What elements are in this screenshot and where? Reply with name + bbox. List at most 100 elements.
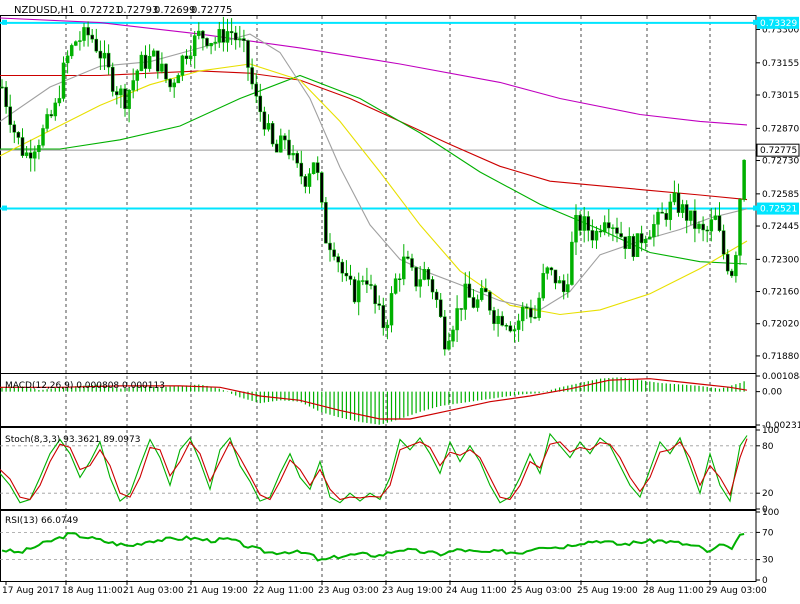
moving-average-line — [0, 70, 748, 201]
candle-body — [160, 63, 164, 72]
candle-body — [545, 267, 550, 274]
current-price-tag — [756, 143, 800, 157]
candle-body — [623, 236, 627, 249]
panel-frame-macd — [0, 373, 757, 427]
candle-body — [172, 82, 176, 88]
rsi-y-tick-label: 0 — [762, 576, 768, 586]
candle-body — [16, 132, 21, 138]
candle-body — [500, 315, 504, 326]
candle-body — [689, 210, 693, 221]
panel-frame-stoch — [0, 427, 757, 511]
level-marker — [2, 19, 7, 25]
level-marker — [2, 205, 7, 211]
candle-body — [156, 50, 160, 72]
candle-body — [721, 230, 726, 255]
candle-body — [283, 135, 287, 141]
candle-body — [365, 280, 369, 285]
candle-body — [332, 249, 336, 257]
candle-body — [520, 306, 525, 322]
stoch-y-tick-label: 0 — [762, 505, 768, 515]
candle-body — [381, 305, 386, 329]
candle-body — [279, 135, 283, 153]
candle-body — [299, 162, 304, 177]
macd-panel: 0.001084 0.00 -0.002313 — [0, 372, 800, 431]
candle-body — [266, 123, 271, 130]
price-y-tick-label: 0.72020 — [762, 320, 799, 330]
candle-body — [643, 238, 648, 244]
x-tick-label: 25 Aug 03:00 — [511, 586, 572, 596]
stoch-y-tick-label: 80 — [762, 442, 774, 452]
candle-body — [135, 70, 140, 81]
candle-body — [258, 95, 263, 113]
candle-body — [348, 275, 353, 280]
candle-body — [184, 55, 189, 59]
candle-body — [508, 325, 513, 332]
level-marker — [753, 205, 758, 211]
candle-body — [377, 303, 381, 306]
level-price-tag-label: 0.73329 — [760, 19, 797, 29]
candle-body — [586, 216, 591, 231]
candle-body — [311, 162, 316, 174]
candle-body — [443, 316, 447, 350]
candle-body — [164, 63, 168, 80]
candle-body — [119, 88, 123, 96]
candle-body — [24, 152, 29, 156]
candle-body — [713, 215, 718, 220]
candle-body — [422, 269, 427, 280]
candle-body — [504, 325, 509, 327]
candle-body — [270, 123, 275, 145]
stoch-y-tick-label: 20 — [762, 489, 774, 499]
candle-body — [201, 30, 205, 39]
candle-body — [648, 236, 652, 240]
candle-body — [570, 241, 574, 285]
candle-body — [680, 204, 685, 213]
candle-body — [549, 267, 554, 271]
macd-y-tick-label: 0.001084 — [762, 372, 800, 382]
candle-body — [8, 106, 12, 125]
candle-body — [33, 151, 37, 159]
candle-body — [627, 236, 632, 249]
candle-body — [684, 204, 689, 221]
candle-body — [229, 31, 234, 34]
price-y-tick-label: 0.72730 — [762, 157, 799, 167]
candle-body — [701, 223, 705, 231]
candle-body — [602, 222, 607, 233]
candle-body — [484, 288, 488, 293]
candle-body — [12, 124, 17, 133]
macd-y-tick-label: -0.002313 — [762, 421, 800, 431]
candle-body — [438, 299, 443, 317]
candle-body — [4, 86, 8, 108]
candle-body — [61, 62, 66, 99]
candle-body — [254, 83, 258, 97]
candle-body — [430, 279, 435, 293]
x-tick-label: 24 Aug 11:00 — [446, 586, 507, 596]
x-tick-label: 21 Aug 19:00 — [187, 586, 248, 596]
candle-body — [557, 280, 562, 284]
candle-body — [385, 324, 390, 329]
candle-body — [578, 214, 582, 231]
candle-body — [110, 66, 115, 92]
candle-body — [369, 284, 373, 286]
candle-body — [274, 143, 279, 153]
candle-body — [455, 308, 459, 331]
candle-body — [598, 230, 603, 233]
candle-body — [541, 273, 545, 299]
price-y-tick-label: 0.73300 — [762, 25, 799, 35]
price-y-tick-label: 0.73015 — [762, 91, 799, 101]
candle-body — [151, 50, 156, 57]
candle-body — [295, 153, 299, 164]
candle-body — [315, 162, 320, 173]
candle-body — [233, 32, 238, 41]
candle-body — [672, 192, 677, 203]
candle-body — [188, 55, 193, 59]
x-tick-label: 25 Aug 19:00 — [577, 586, 638, 596]
candle-body — [496, 315, 500, 324]
macd-y-tick-label: 0.00 — [762, 388, 782, 398]
candle-body — [20, 137, 25, 156]
candle-body — [533, 316, 537, 319]
price-y-tick-label: 0.71880 — [762, 352, 799, 362]
candle-body — [168, 78, 172, 88]
candle-body — [102, 52, 107, 59]
